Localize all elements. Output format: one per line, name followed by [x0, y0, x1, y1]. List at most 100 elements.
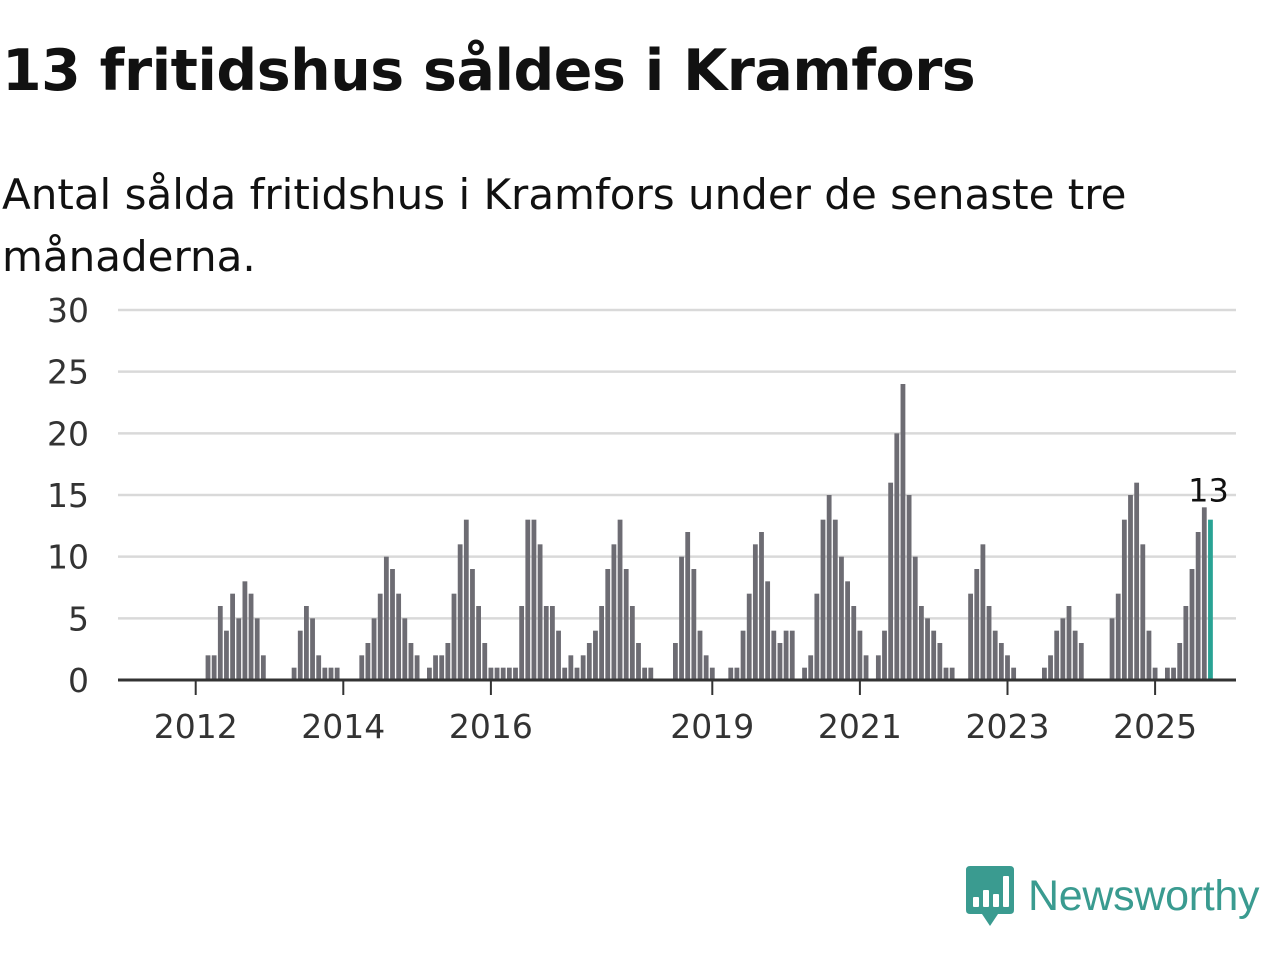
bar	[427, 667, 432, 680]
newsworthy-logo: Newsworthy	[964, 864, 1259, 928]
bar	[562, 667, 568, 680]
bar	[998, 643, 1004, 680]
bar	[980, 544, 986, 680]
bar	[808, 655, 814, 680]
bar	[863, 655, 869, 680]
bar	[900, 384, 906, 680]
bar	[709, 667, 715, 680]
bar	[974, 569, 980, 680]
bar	[334, 667, 340, 680]
bar	[593, 630, 598, 680]
bar	[433, 655, 438, 680]
bar	[574, 667, 580, 680]
bar	[1066, 606, 1072, 680]
bar	[777, 643, 783, 680]
y-tick-label: 25	[47, 353, 89, 392]
bar	[802, 667, 807, 680]
bar	[525, 519, 531, 680]
bar	[703, 655, 709, 680]
bar	[673, 643, 678, 680]
bar	[463, 519, 469, 680]
gridlines	[118, 308, 1236, 620]
bar	[1183, 606, 1189, 680]
bar	[494, 667, 500, 680]
bar	[943, 667, 949, 680]
bar	[906, 495, 912, 680]
bar	[1171, 667, 1176, 680]
bar	[894, 433, 900, 680]
bar	[1042, 667, 1047, 680]
bar	[611, 544, 617, 680]
bar	[857, 630, 863, 680]
bar	[211, 655, 217, 680]
bar	[1005, 655, 1010, 680]
x-tick-label: 2023	[966, 707, 1050, 746]
bar	[328, 667, 334, 680]
bar	[937, 643, 943, 680]
bar	[912, 556, 918, 680]
bar	[605, 569, 611, 680]
bar	[1195, 532, 1201, 680]
bar	[242, 581, 248, 680]
bar	[513, 667, 518, 680]
bar	[888, 482, 894, 680]
y-tick-label: 10	[47, 538, 89, 577]
bar	[1048, 655, 1053, 680]
data-label-latest: 13	[1188, 472, 1229, 510]
bar	[205, 655, 211, 680]
bar	[832, 519, 838, 680]
bar	[1165, 667, 1170, 680]
bar	[297, 630, 303, 680]
bar	[851, 606, 857, 680]
bar	[931, 630, 937, 680]
x-tick-label: 2016	[449, 707, 533, 746]
bar	[685, 532, 691, 680]
bar	[771, 630, 777, 680]
bar	[586, 643, 592, 680]
bar	[531, 519, 537, 680]
bar	[254, 618, 260, 680]
bar	[986, 606, 992, 680]
bar	[740, 630, 746, 680]
bar	[248, 593, 254, 680]
bar	[568, 655, 574, 680]
chart-subtitle: Antal sålda fritidshus i Kramfors under …	[2, 170, 1127, 281]
bar	[310, 618, 315, 680]
bar	[925, 618, 930, 680]
bar	[322, 667, 328, 680]
bar-latest	[1208, 519, 1213, 680]
x-tick-label: 2019	[670, 707, 754, 746]
bar	[396, 593, 402, 680]
bar	[820, 519, 826, 680]
bar	[1011, 667, 1017, 680]
bar	[783, 630, 789, 680]
bar	[439, 655, 445, 680]
bar	[1072, 630, 1078, 680]
bar	[992, 630, 998, 680]
bar	[1054, 630, 1060, 680]
bar	[506, 667, 512, 680]
bar	[642, 667, 648, 680]
bar	[875, 655, 881, 680]
bar	[316, 655, 322, 680]
bar	[236, 618, 242, 680]
bar	[765, 581, 771, 680]
bar	[1060, 618, 1066, 680]
bar	[697, 630, 703, 680]
bar	[826, 495, 832, 680]
bar	[519, 606, 525, 680]
bars	[205, 384, 1213, 680]
x-tick-label: 2025	[1113, 707, 1197, 746]
bar	[648, 667, 654, 680]
bar	[457, 544, 463, 680]
y-tick-label: 30	[47, 291, 89, 330]
bar	[1146, 630, 1152, 680]
bar	[1115, 593, 1121, 680]
bar	[629, 606, 635, 680]
bar	[224, 630, 229, 680]
bar	[1121, 519, 1127, 680]
bar	[383, 556, 389, 680]
y-tick-label: 5	[68, 599, 89, 638]
bar	[408, 643, 414, 680]
